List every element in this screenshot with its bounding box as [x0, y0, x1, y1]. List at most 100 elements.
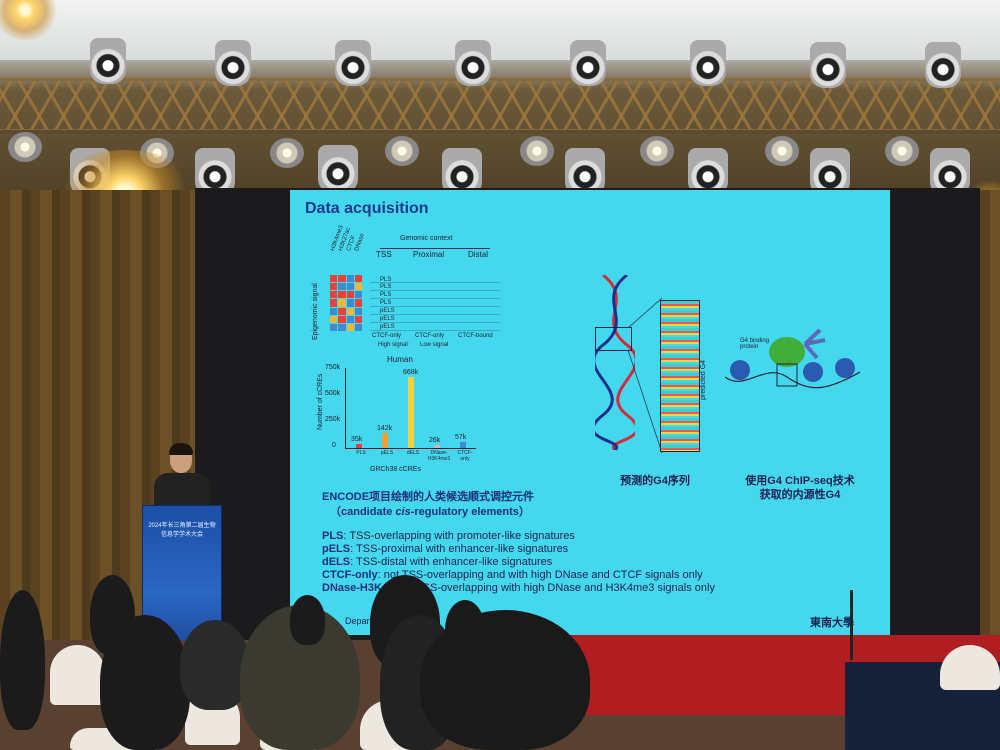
ctcf-bound-col-label: CTCF-bound — [458, 333, 493, 339]
def-term: PLS — [322, 530, 344, 542]
chart-tick: 250k — [325, 416, 341, 423]
encode-subheading: （candidate cis-regulatory elements） — [330, 503, 530, 519]
genomic-context-label: Genomic context — [400, 235, 453, 242]
def-text: : TSS-distal with enhancer-like signatur… — [350, 556, 553, 568]
definition-pls: PLS: TSS-overlapping with promoter-like … — [322, 530, 575, 542]
predicted-g4-label: predicted G4 — [700, 359, 707, 400]
ceiling — [0, 0, 1000, 60]
g4-chip-schematic-icon — [725, 328, 860, 389]
dna-helix-icon — [595, 275, 635, 450]
cre-bar-chart: 35k PLS 142k pELS 668k dELS 26k DNase-H3K4me3 57… — [345, 368, 476, 462]
chart-category-label-4: CTCF-only — [457, 450, 473, 462]
caption-predicted-g4: 预测的G4序列 — [620, 475, 690, 487]
row-label-7: pELS — [380, 324, 395, 330]
legend-low-signal: Low signal — [420, 342, 449, 348]
chart-value-label-0: 35k — [351, 436, 363, 444]
chart-title: Human — [387, 355, 413, 364]
par-light — [270, 138, 304, 168]
audience-member — [180, 620, 250, 710]
microphone-stand — [850, 590, 853, 660]
stage-light — [215, 40, 251, 86]
predicted-g4-structure — [660, 300, 700, 452]
chart-tick: 500k — [325, 390, 341, 397]
definition-ctcf-only: CTCF-only: not TSS-overlapping and with … — [322, 569, 703, 581]
signal-heatmap — [330, 275, 362, 331]
slide-footer-university: 東南大學 — [810, 617, 854, 629]
moving-head-light — [318, 145, 358, 193]
row-label-1: PLS — [380, 277, 392, 283]
chart-value-label-3: 26k — [429, 437, 441, 445]
epigenomic-signal-label: Epigenomic signal — [312, 283, 319, 340]
caption-chip-line2: 获取的内源性G4 — [759, 489, 841, 501]
zoom-box — [595, 327, 632, 351]
def-text: : TSS-overlapping with high DNase and H3… — [410, 582, 715, 594]
chart-bar-3 — [434, 445, 440, 448]
chart-ylabel: Number of cCREs — [317, 373, 324, 430]
stage-light — [690, 40, 726, 86]
legend-high-signal: High signal — [378, 342, 408, 348]
chart-xlabel: GRCh38 cCREs — [370, 466, 421, 473]
row-label-2: PLS — [380, 284, 392, 290]
chart-tick: 750k — [325, 364, 341, 371]
chart-value-label-4: 57k — [455, 433, 467, 441]
def-term: dELS — [322, 556, 351, 568]
audience-member — [290, 595, 325, 645]
podium-banner-title: 2024年长三角第二届生物信息学学术大会 — [148, 523, 216, 538]
truss-bar — [0, 130, 1000, 134]
chart-bar-0 — [356, 444, 362, 448]
chart-bar-2 — [408, 376, 414, 448]
chart-category-label-1: pELS — [380, 450, 394, 456]
def-text: : not TSS-overlapping and with high DNas… — [377, 569, 703, 581]
context-distal: Distal — [468, 250, 489, 259]
definition-dels: dELS: TSS-distal with enhancer-like sign… — [322, 556, 552, 568]
par-light — [640, 136, 674, 166]
ctcf-only-col-label: CTCF-only — [372, 333, 402, 339]
stage-light — [810, 42, 846, 88]
encode-sub-pre: （candidate — [330, 506, 396, 518]
chart-value-label-1: 142k — [377, 424, 393, 432]
stage-light — [455, 40, 491, 86]
ctcf-only-col-label-2: CTCF-only — [415, 333, 445, 339]
curtain-right — [980, 190, 1000, 640]
row-label-3: PLS — [380, 292, 392, 298]
encode-sub-post: -regulatory elements） — [410, 506, 530, 518]
chart-category-label-3: DNase-H3K4me3 — [427, 450, 451, 462]
chart-bar-1 — [382, 432, 388, 448]
def-term: CTCF-only — [322, 569, 378, 581]
def-text: : TSS-overlapping with promoter-like sig… — [343, 530, 575, 542]
context-tss: TSS — [376, 250, 392, 259]
slide-footer-department: Department — [345, 616, 393, 626]
par-light — [8, 132, 42, 162]
chart-category-label-2: dELS — [406, 450, 420, 456]
par-light — [885, 136, 919, 166]
def-term: pELS — [322, 543, 351, 555]
audience-chair — [940, 645, 1000, 690]
genomic-context-line — [380, 248, 490, 249]
ccre-classification-table — [370, 275, 500, 331]
encode-sub-cis: cis — [395, 506, 411, 518]
stage-light — [570, 40, 606, 86]
stage-light — [925, 42, 961, 88]
par-light — [520, 136, 554, 166]
definition-pels: pELS: TSS-proximal with enhancer-like si… — [322, 543, 568, 555]
stage-light — [90, 38, 126, 84]
chart-value-label-2: 668k — [403, 368, 419, 376]
audience-member — [420, 610, 590, 750]
audience-member — [0, 590, 45, 730]
par-light — [765, 136, 799, 166]
speaker-hair — [169, 443, 193, 455]
row-label-6: pELS — [380, 316, 395, 322]
lighting-truss — [0, 78, 1000, 132]
g4-binding-protein-label: G4 binding protein — [740, 338, 770, 350]
row-label-5: pELS — [380, 308, 395, 314]
chart-bar-4 — [460, 441, 466, 448]
stage-light — [335, 40, 371, 86]
projection-slide: Data acquisition Genomic context TSS Pro… — [290, 190, 890, 635]
def-text: : TSS-proximal with enhancer-like signat… — [350, 543, 569, 555]
slide-title: Data acquisition — [305, 200, 429, 217]
caption-chip-line1: 使用G4 ChIP-seq技术 — [745, 475, 855, 487]
chart-category-label-0: PLS — [356, 450, 366, 456]
zoom-lines — [628, 298, 663, 454]
chart-tick: 0 — [332, 442, 336, 449]
